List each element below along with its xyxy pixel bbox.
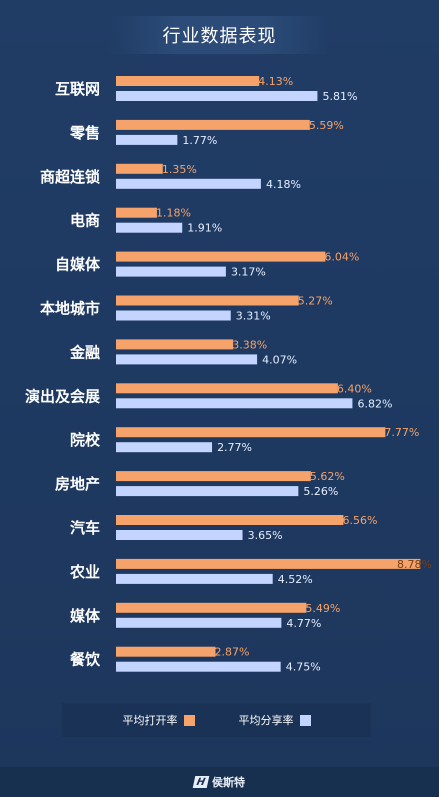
data-label-share-rate: 3.31%	[236, 310, 271, 323]
data-label-open-rate: 6.40%	[337, 382, 372, 395]
data-label-share-rate: 5.26%	[303, 485, 338, 498]
category-label: 零售	[69, 124, 100, 142]
category-label: 演出及会展	[25, 387, 100, 405]
data-label-share-rate: 3.17%	[231, 266, 266, 279]
bar-share-rate	[116, 486, 299, 497]
data-label-share-rate: 4.07%	[262, 353, 297, 366]
data-label-open-rate: 6.56%	[342, 514, 377, 527]
data-label-open-rate: 5.62%	[310, 470, 345, 483]
data-label-open-rate: 1.18%	[156, 207, 191, 220]
brand-name: 侯斯特	[212, 776, 245, 789]
data-label-share-rate: 4.75%	[286, 661, 321, 674]
bar-share-rate	[116, 617, 282, 628]
bar-open-rate	[116, 207, 157, 218]
category-label: 汽车	[70, 519, 100, 537]
legend: 平均打开率 平均分享率	[62, 703, 371, 737]
title-bar: 行业数据表现	[0, 16, 439, 54]
data-label-open-rate: 2.87%	[215, 646, 250, 659]
category-label: 自媒体	[55, 256, 101, 274]
bar-open-rate	[116, 383, 338, 394]
category-label: 电商	[70, 212, 100, 230]
bar-open-rate	[116, 646, 216, 657]
legend-label-open-rate: 平均打开率	[122, 714, 178, 727]
data-label-open-rate: 5.59%	[309, 119, 344, 132]
data-label-open-rate: 8.78%	[397, 558, 432, 571]
data-label-share-rate: 2.77%	[217, 441, 252, 454]
bar-share-rate	[116, 222, 183, 233]
category-label: 农业	[69, 563, 100, 581]
title-background	[110, 16, 329, 54]
bar-open-rate	[116, 427, 386, 438]
data-label-share-rate: 4.52%	[278, 573, 313, 586]
bar-share-rate	[116, 91, 318, 101]
data-label-open-rate: 5.49%	[305, 602, 340, 615]
data-label-open-rate: 6.04%	[324, 251, 359, 264]
bar-open-rate	[116, 339, 234, 350]
data-label-share-rate: 4.77%	[286, 617, 321, 630]
bar-share-rate	[116, 354, 258, 365]
bar-share-rate	[116, 178, 261, 189]
brand-logo-icon: H	[192, 776, 210, 788]
category-label: 院校	[70, 431, 101, 449]
bar-open-rate	[116, 119, 310, 130]
legend-label-share-rate: 平均分享率	[238, 714, 294, 727]
bar-share-rate	[116, 398, 353, 409]
bar-open-rate	[116, 558, 421, 569]
bar-open-rate	[116, 471, 311, 482]
data-label-open-rate: 1.35%	[162, 163, 197, 176]
legend-swatch-open-rate	[183, 714, 195, 726]
legend-item-open-rate: 平均打开率	[123, 712, 195, 728]
bar-chart: 互联网 4.13% 5.81% 零售 5.59% 1.77% 商超连锁 1.35% 4.18% 电…	[25, 75, 432, 674]
bar-open-rate	[116, 602, 307, 613]
category-label: 媒体	[70, 607, 101, 625]
bar-share-rate	[116, 310, 231, 321]
bar-open-rate	[116, 515, 344, 525]
bar-share-rate	[116, 573, 273, 584]
bar-share-rate	[116, 442, 213, 453]
category-label: 商超连锁	[40, 168, 100, 186]
category-label: 金融	[69, 343, 100, 361]
category-label: 餐饮	[70, 651, 101, 669]
data-label-share-rate: 1.77%	[182, 134, 217, 147]
category-label: 本地城市	[40, 300, 100, 318]
data-label-share-rate: 6.82%	[357, 397, 392, 410]
data-label-share-rate: 3.65%	[248, 529, 283, 542]
category-label: 互联网	[55, 80, 100, 98]
bar-share-rate	[116, 661, 281, 672]
bar-open-rate	[116, 163, 163, 174]
bar-open-rate	[116, 295, 299, 306]
bar-share-rate	[116, 266, 226, 277]
data-label-open-rate: 3.38%	[232, 338, 267, 351]
data-label-share-rate: 1.91%	[187, 222, 222, 235]
data-label-open-rate: 7.77%	[384, 426, 419, 439]
bar-open-rate	[116, 251, 326, 262]
legend-item-share-rate: 平均分享率	[239, 712, 311, 728]
data-label-open-rate: 5.27%	[298, 295, 333, 308]
chart-title: 行业数据表现	[162, 26, 277, 47]
footer: H 侯斯特	[0, 767, 439, 797]
legend-swatch-share-rate	[299, 714, 311, 726]
bar-open-rate	[116, 76, 260, 86]
data-label-share-rate: 4.18%	[266, 178, 301, 191]
data-label-open-rate: 4.13%	[258, 75, 293, 88]
bar-share-rate	[116, 530, 243, 540]
category-label: 房地产	[55, 475, 100, 493]
data-label-share-rate: 5.81%	[322, 90, 357, 103]
bar-share-rate	[116, 134, 178, 145]
